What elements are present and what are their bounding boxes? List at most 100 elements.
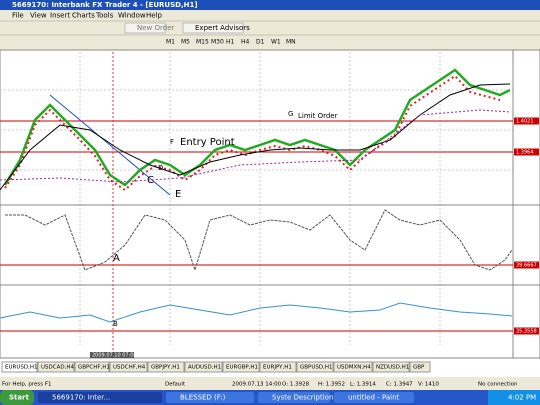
timeframe-button[interactable]: M30 xyxy=(211,39,224,46)
new-order-label[interactable]: New Order xyxy=(137,24,175,32)
chart-tab[interactable] xyxy=(372,361,410,373)
timeframes: M1 M5 M15 M30 H1 H4 D1 W1 MN xyxy=(166,39,296,46)
chart-tab-label[interactable]: GBP xyxy=(413,365,425,371)
menu-item[interactable]: Charts xyxy=(72,12,95,20)
expert-advisors-button[interactable] xyxy=(182,22,244,34)
chart-tab-label[interactable]: NZDUSD,H1 xyxy=(376,365,409,371)
chart-tab-label[interactable]: GBPCHF,H1 xyxy=(78,365,110,371)
menu-item[interactable]: Help xyxy=(146,12,163,20)
timeframe-button[interactable]: W1 xyxy=(271,39,281,46)
new-order-button[interactable] xyxy=(124,22,166,34)
status-field: No connection xyxy=(478,382,518,388)
chart-tab[interactable] xyxy=(147,361,185,373)
taskbar-button[interactable] xyxy=(166,392,254,403)
chart-tab-label[interactable]: EURGBP,H1 xyxy=(226,365,258,371)
menu-item[interactable]: Tools xyxy=(95,12,114,20)
chart-tab-label[interactable]: AUDUSD,H1 xyxy=(188,365,221,371)
price-candles xyxy=(3,68,511,187)
menu-bar: File View Insert Charts Tools Window Help xyxy=(12,12,163,20)
taskbar-button[interactable] xyxy=(258,392,330,403)
price-box xyxy=(514,327,539,335)
chart-tab[interactable] xyxy=(74,361,110,373)
menu-item[interactable]: Insert xyxy=(50,12,70,20)
timeframe-button[interactable]: D1 xyxy=(256,39,265,46)
taskbar-label[interactable]: 5669170: Inter... xyxy=(52,394,110,402)
menu-item[interactable]: File xyxy=(12,12,24,20)
price-label: 35.3558 xyxy=(516,329,537,335)
chart-tab[interactable] xyxy=(296,361,334,373)
menu-item[interactable]: Window xyxy=(118,12,146,20)
status-field: O: 1.3928 xyxy=(282,382,310,388)
start-label[interactable]: Start xyxy=(9,394,30,402)
date-box xyxy=(90,352,134,358)
expert-advisors-label[interactable]: Expert Advisors xyxy=(195,24,250,32)
chart-annotation: F xyxy=(170,138,174,146)
oscillator xyxy=(5,209,513,272)
status-field: Default xyxy=(165,382,186,388)
moving-average xyxy=(0,83,511,191)
chart-annotation: C xyxy=(147,175,154,186)
chart-tab-label[interactable]: USDCHF,H4 xyxy=(113,365,146,371)
chart-annotation: Entry Point xyxy=(180,137,235,148)
window-title: 5669170: Interbank FX Trader 4 - [EURUSD… xyxy=(12,1,198,9)
chart-tab[interactable] xyxy=(409,361,431,373)
chart-tab-label[interactable]: GBPJPY,H1 xyxy=(151,365,180,371)
chart-tab[interactable] xyxy=(109,361,148,373)
chart-tab-label[interactable]: EURUSD,H1 xyxy=(5,365,37,371)
chart-tab-label[interactable]: EURJPY,H1 xyxy=(263,365,292,371)
start-button[interactable] xyxy=(0,390,34,405)
chart-tab[interactable] xyxy=(259,361,297,373)
price-box xyxy=(514,261,539,269)
date-label: 2009.07.10 07:00 xyxy=(92,353,137,359)
trendline xyxy=(49,94,171,196)
status-field: L: 1.3914 xyxy=(350,382,376,388)
chart-annotation: Limit Order xyxy=(298,112,338,120)
timeframe-button[interactable]: M1 xyxy=(166,39,175,46)
chart-tab[interactable] xyxy=(37,361,75,373)
chart-tab[interactable] xyxy=(333,361,373,373)
timeframe-button[interactable]: H1 xyxy=(226,39,235,46)
annotations: A B CD E F Entry Point G Limit Order 1.4021 1.396… xyxy=(113,110,539,335)
price-label: 1.4021 xyxy=(516,119,534,125)
chart-annotation: B xyxy=(113,320,118,328)
chart-tab-label[interactable]: GBPUSD,H1 xyxy=(300,365,333,371)
status-field: V: 1410 xyxy=(418,382,439,388)
status-bar xyxy=(0,377,540,390)
taskbar-label[interactable]: untitled - Paint xyxy=(348,394,400,402)
status-field: For Help, press F1 xyxy=(2,382,52,388)
toolbar-area xyxy=(0,10,540,50)
chart-annotation: E xyxy=(175,189,181,200)
status-field: C: 1.3947 xyxy=(386,382,413,388)
timeframe-button[interactable]: M5 xyxy=(181,39,190,46)
taskbar-label[interactable]: Syste Description ... xyxy=(272,394,342,402)
menu-item[interactable]: View xyxy=(30,12,47,20)
title-bar xyxy=(0,0,540,10)
clock: 4:02 PM xyxy=(508,394,536,402)
timeframe-button[interactable]: MN xyxy=(286,39,296,46)
chart-annotation: G xyxy=(288,110,293,118)
status-field: 2009.07.13 14:00 xyxy=(232,382,282,388)
price-box xyxy=(514,148,539,156)
tray xyxy=(488,390,540,405)
chart-tab-label[interactable]: USDMXN,H4 xyxy=(337,365,371,371)
price-box xyxy=(514,117,539,125)
volume-indicator xyxy=(0,302,513,323)
chart-tab-label[interactable]: USDCAD,H4 xyxy=(41,365,74,371)
timeframe-button[interactable]: M15 xyxy=(196,39,209,46)
taskbar-button[interactable] xyxy=(334,392,414,403)
taskbar-button[interactable] xyxy=(38,392,162,403)
grid xyxy=(0,52,513,345)
tab-bar: EURUSD,H1 USDCAD,H4 GBPCHF,H1 USDCHF,H4 GBPJ… xyxy=(1,361,431,373)
chart-annotation: D xyxy=(158,164,163,172)
timeframe-button[interactable]: H4 xyxy=(241,39,250,46)
status-fields: For Help, press F1 Default 2009.07.13 14:0… xyxy=(2,382,518,388)
price-label: 39.6667 xyxy=(516,263,537,269)
taskbar-label[interactable]: BLESSED (F:) xyxy=(180,394,226,402)
taskbar-items: 5669170: Inter... BLESSED (F:) Syste Descr… xyxy=(38,392,414,403)
price-label: 1.3964 xyxy=(516,150,534,156)
status-field: H: 1.3952 xyxy=(318,382,345,388)
chart-tab[interactable] xyxy=(1,361,38,373)
chart-tab[interactable] xyxy=(222,361,260,373)
chart-tab[interactable] xyxy=(184,361,223,373)
